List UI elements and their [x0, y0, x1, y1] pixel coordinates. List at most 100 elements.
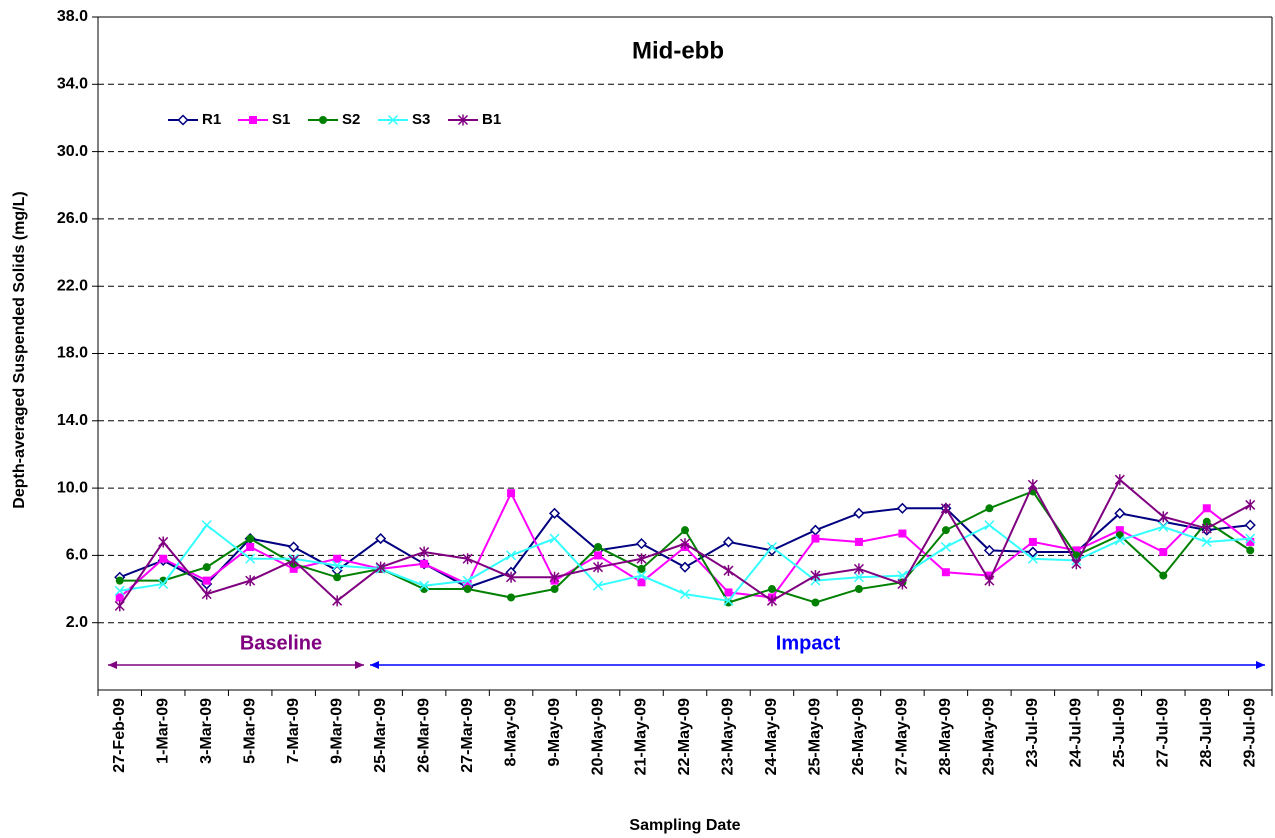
data-point — [722, 536, 735, 548]
data-point — [375, 533, 387, 545]
data-point — [1158, 511, 1169, 523]
legend-marker — [249, 116, 257, 124]
data-point — [507, 593, 516, 602]
data-point — [983, 544, 995, 556]
x-tick-label: 3-Mar-09 — [198, 698, 215, 764]
data-point — [1071, 558, 1082, 570]
legend-label: S3 — [412, 111, 430, 128]
arrow-head — [1256, 661, 1265, 669]
x-tick-label: 25-Jul-09 — [1111, 698, 1128, 767]
legend-marker — [177, 114, 189, 126]
data-point — [679, 538, 691, 550]
x-tick-label: 27-Jul-09 — [1155, 698, 1172, 767]
data-point — [984, 575, 995, 587]
data-point — [636, 553, 647, 565]
y-tick-label: 14.0 — [57, 412, 88, 429]
data-point — [115, 593, 124, 602]
data-point — [158, 578, 169, 590]
y-tick-label: 6.0 — [66, 547, 88, 564]
data-point — [636, 570, 647, 581]
x-tick-label: 23-Jul-09 — [1024, 698, 1041, 767]
x-tick-label: 26-Mar-09 — [415, 698, 432, 773]
data-point — [1158, 521, 1169, 532]
arrow-head — [370, 661, 379, 669]
arrow-head — [108, 661, 117, 669]
data-point — [635, 538, 648, 550]
x-tick-label: 29-Jul-09 — [1241, 698, 1258, 767]
x-tick-label: 28-Jul-09 — [1198, 698, 1215, 767]
data-point — [1028, 537, 1037, 546]
data-point — [333, 573, 342, 582]
data-point — [333, 554, 342, 563]
legend-marker — [457, 114, 469, 126]
x-tick-label: 9-Mar-09 — [328, 698, 345, 764]
data-point — [723, 595, 734, 606]
data-point — [1114, 507, 1126, 519]
x-tick-label: 25-May-09 — [807, 698, 824, 775]
x-tick-label: 22-May-09 — [676, 698, 693, 775]
data-point — [896, 502, 908, 514]
data-point — [549, 571, 560, 583]
x-tick-label: 28-May-09 — [937, 698, 954, 775]
data-point — [159, 554, 168, 563]
x-tick-label: 27-May-09 — [894, 698, 911, 775]
data-point — [1202, 504, 1211, 513]
data-point — [332, 595, 343, 607]
data-point — [506, 571, 517, 583]
data-point — [940, 502, 951, 514]
data-point — [246, 534, 255, 543]
legend-marker — [387, 114, 399, 126]
x-tick-label: 7-Mar-09 — [285, 698, 302, 764]
data-point — [246, 542, 255, 551]
data-point — [681, 526, 689, 535]
y-tick-label: 26.0 — [57, 210, 88, 227]
data-point — [594, 551, 603, 560]
x-tick-label: 9-May-09 — [546, 698, 563, 767]
data-point — [158, 536, 169, 548]
y-tick-label: 18.0 — [57, 345, 88, 362]
x-tick-label: 27-Feb-09 — [111, 698, 128, 773]
data-point — [1202, 517, 1211, 526]
data-point — [1246, 537, 1255, 546]
legend-label: S1 — [272, 111, 290, 128]
data-point — [724, 588, 733, 597]
data-point — [288, 554, 299, 566]
data-point — [419, 546, 430, 558]
data-point — [1027, 553, 1038, 564]
y-tick-label: 10.0 — [57, 479, 88, 496]
data-point — [897, 578, 908, 590]
y-tick-label: 38.0 — [57, 8, 88, 25]
data-point — [941, 568, 950, 577]
data-point — [420, 559, 429, 568]
arrow-head — [355, 661, 364, 669]
y-axis-label: Depth-averaged Suspended Solids (mg/L) — [11, 191, 28, 508]
data-point — [1027, 479, 1038, 491]
data-point — [1159, 548, 1168, 557]
x-tick-label: 20-May-09 — [589, 698, 606, 775]
data-point — [549, 533, 560, 544]
data-point — [245, 553, 256, 564]
legend-label: S2 — [342, 111, 360, 128]
data-point — [1072, 546, 1081, 555]
data-point — [593, 561, 604, 573]
data-point — [463, 585, 472, 594]
chart-title: Mid-ebb — [632, 37, 724, 64]
annotation: Baseline — [240, 632, 322, 654]
data-point — [1114, 474, 1125, 486]
data-point — [679, 589, 691, 600]
data-point — [289, 564, 298, 573]
annotation: Impact — [776, 632, 841, 654]
data-point — [940, 541, 951, 553]
data-point — [853, 563, 864, 575]
data-point — [854, 585, 863, 594]
data-point — [548, 507, 561, 519]
data-point — [679, 561, 691, 573]
x-tick-label: 24-Jul-09 — [1068, 698, 1085, 767]
data-point — [766, 595, 777, 607]
data-point — [766, 541, 777, 553]
data-point — [201, 588, 212, 600]
data-point — [1201, 536, 1212, 547]
data-point — [114, 600, 125, 612]
data-point — [288, 541, 300, 553]
